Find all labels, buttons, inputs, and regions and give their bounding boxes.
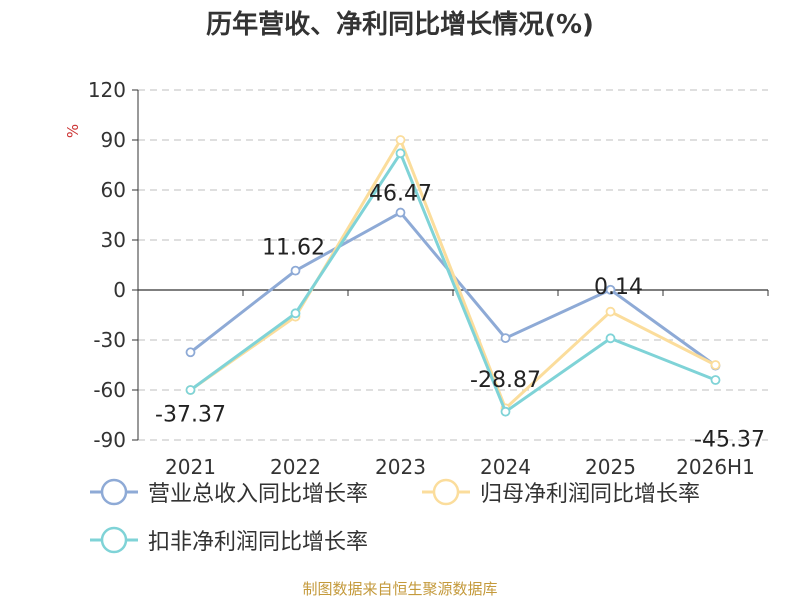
data-point [185,385,196,395]
legend-marker-icon [422,478,470,506]
data-point [395,207,406,218]
data-point [710,375,721,385]
data-point [500,406,511,417]
legend-label: 扣非净利润同比增长率 [148,530,369,555]
x-tick-label: 2026H1 [676,455,755,479]
source-note: 制图数据来自恒生聚源数据库 [302,580,498,598]
data-label: 0.14 [594,275,643,300]
data-label: 46.47 [369,182,432,207]
data-label: 11.62 [262,236,325,261]
axes: 120 90 60 30 0 -30 -60 -90% 2021 2022 2023 2024 2025… [64,78,769,479]
legend-label: 营业总收入同比增长率 [148,482,369,507]
legend-label: 归母净利润同比增长率 [480,482,701,507]
data-point [605,284,616,295]
data-point [605,306,616,317]
x-tick-label: 2023 [375,455,426,479]
legend-item[interactable]: 归母净利润同比增长率 [420,474,700,510]
data-point [605,333,616,344]
data-label: -28.87 [470,368,541,393]
legend-item[interactable]: 扣非净利润同比增长率 [88,522,368,558]
y-tick-label: -60 [93,378,126,402]
legend-marker-icon [90,478,138,506]
y-tick-label: 30 [101,228,126,252]
data-point [395,148,406,159]
x-tick-label: 2025 [585,455,636,479]
data-point [290,265,301,276]
data-point [710,360,721,370]
y-tick-label: -30 [93,328,126,352]
y-tick-label: 120 [88,78,126,102]
series-line-2 [189,138,717,410]
gridlines [138,89,768,441]
x-tick-label: 2024 [480,455,531,479]
series-lines [185,135,721,417]
y-tick-label: -90 [93,428,126,452]
chart-title: 历年营收、净利同比增长情况(%) [206,10,594,40]
x-tick-label: 2022 [270,455,321,479]
legend-marker-icon [90,526,138,554]
data-point [395,135,406,145]
data-point [500,333,511,344]
data-point [290,308,301,319]
legend-item[interactable]: 营业总收入同比增长率 [88,474,368,510]
data-point [185,347,196,358]
series-line-3 [189,151,717,414]
y-tick-label: 90 [101,128,126,152]
y-axis-unit-label: % [64,124,82,138]
data-label: -45.37 [694,428,765,453]
x-tick-label: 2021 [165,455,216,479]
data-labels: -37.37 11.62 46.47 -28.87 0.14 -45.37 [155,182,765,453]
data-label: -37.37 [155,402,226,427]
y-tick-label: 60 [101,178,126,202]
y-tick-label: 0 [113,278,126,302]
